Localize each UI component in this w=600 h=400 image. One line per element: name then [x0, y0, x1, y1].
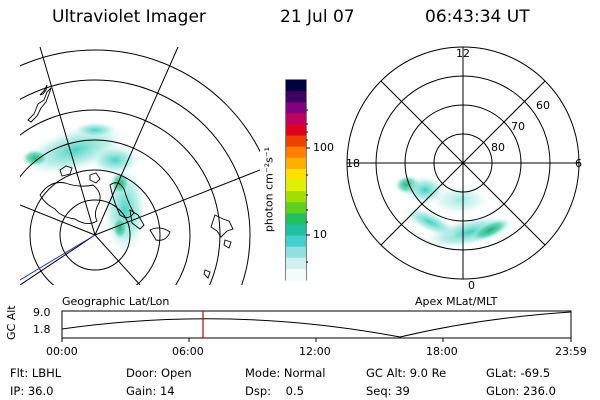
- altitude-xtick-1200: 12:00: [299, 345, 331, 358]
- colorbar-swatch: [286, 268, 306, 281]
- terminator-line: [20, 234, 96, 281]
- altitude-xtick-1800: 18:00: [426, 345, 458, 358]
- colorbar-swatch: [286, 224, 306, 237]
- dsp-info: Dsp: 0.5: [245, 384, 304, 398]
- seq-info: Seq: 39: [366, 384, 410, 398]
- altitude-plot: [61, 310, 572, 342]
- altitude-ytick-low: 1.8: [33, 323, 51, 336]
- altitude-xtick-0600: 06:00: [172, 345, 204, 358]
- aurora-emission-mag: [394, 175, 521, 249]
- colorbar-swatch: [286, 102, 306, 114]
- colorbar-swatch: [286, 213, 306, 225]
- colorbar-swatch: [286, 168, 306, 181]
- colorbar: [285, 79, 310, 281]
- aurora-emission-geo: [21, 122, 147, 255]
- mlat-label-80: 80: [491, 141, 505, 154]
- altitude-xtick-2359: 23:59: [555, 345, 587, 358]
- date-label: 21 Jul 07: [280, 7, 355, 27]
- longitude-lines: [20, 47, 260, 285]
- mlt-label-6: 6: [575, 157, 582, 170]
- time-label: 06:43:34 UT: [425, 7, 530, 27]
- colorbar-swatch: [286, 235, 306, 248]
- colorbar-swatch: [286, 135, 306, 148]
- colorbar-swatch: [286, 202, 306, 214]
- colorbar-swatch: [286, 113, 306, 125]
- geographic-map: [20, 47, 260, 285]
- colorbar-swatch: [286, 91, 306, 103]
- colorbar-swatch: [286, 80, 306, 92]
- colorbar-swatch: [286, 246, 306, 259]
- colorbar-tick-10: 10: [313, 228, 327, 241]
- colorbar-swatch: [286, 124, 306, 137]
- altitude-ytick-high: 9.0: [33, 306, 51, 319]
- gain-info: Gain: 14: [126, 384, 175, 398]
- mlt-label-0: 0: [468, 279, 475, 292]
- coastlines: [27, 84, 234, 279]
- gc-alt-info: GC Alt: 9.0 Re: [366, 366, 447, 380]
- colorbar-swatch: [286, 191, 306, 203]
- colorbar-swatch: [286, 180, 306, 192]
- altitude-xtick-0000: 00:00: [46, 345, 78, 358]
- glat-info: GLat: -69.5: [486, 366, 551, 380]
- colorbar-swatch: [286, 146, 306, 159]
- glon-info: GLon: 236.0: [486, 384, 556, 398]
- mlat-label-60: 60: [536, 99, 550, 112]
- mlat-label-70: 70: [511, 120, 525, 133]
- colorbar-unit-label: photon cm⁻²s⁻¹: [262, 146, 276, 233]
- apex-polar-plot: [346, 46, 580, 280]
- mlt-label-18: 18: [346, 157, 360, 170]
- mode-info: Mode: Normal: [245, 366, 326, 380]
- apex-panel-label: Apex MLat/MLT: [415, 295, 498, 308]
- mlt-label-12: 12: [456, 47, 470, 60]
- filter-info: Flt: LBHL: [10, 366, 62, 380]
- colorbar-swatch: [286, 157, 306, 170]
- geographic-panel-label: Geographic Lat/Lon: [62, 295, 170, 308]
- instrument-title: Ultraviolet Imager: [52, 7, 206, 27]
- ip-info: IP: 36.0: [10, 384, 54, 398]
- altitude-ylabel: GC Alt: [5, 305, 18, 340]
- colorbar-tick-100: 100: [313, 141, 334, 154]
- door-info: Door: Open: [126, 366, 192, 380]
- altitude-curve: [61, 311, 572, 338]
- mlt-lines: [347, 47, 579, 279]
- colorbar-swatch: [286, 257, 306, 270]
